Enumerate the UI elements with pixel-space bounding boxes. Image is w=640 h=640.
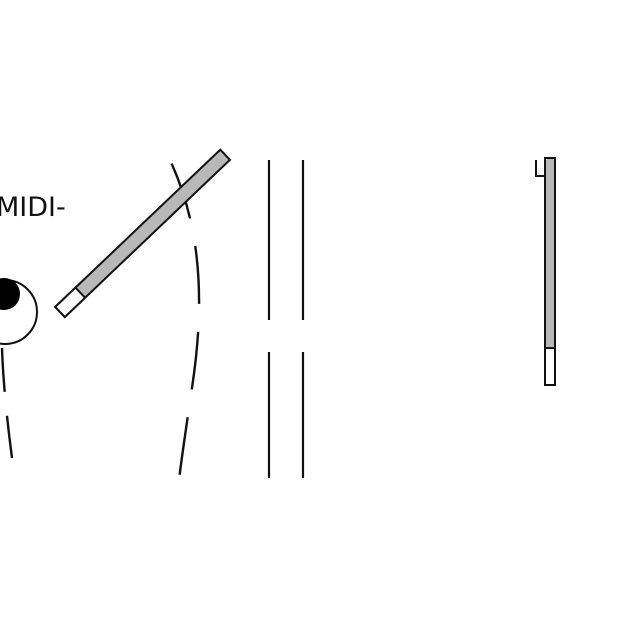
diagonal-arm: [53, 148, 232, 319]
joint-dot: [0, 278, 20, 310]
vertical-bar: [535, 157, 556, 386]
dashed-curve-left: [0, 347, 14, 459]
dashed-curve-right: [168, 159, 201, 481]
midi-label: MIDI-: [0, 192, 66, 223]
